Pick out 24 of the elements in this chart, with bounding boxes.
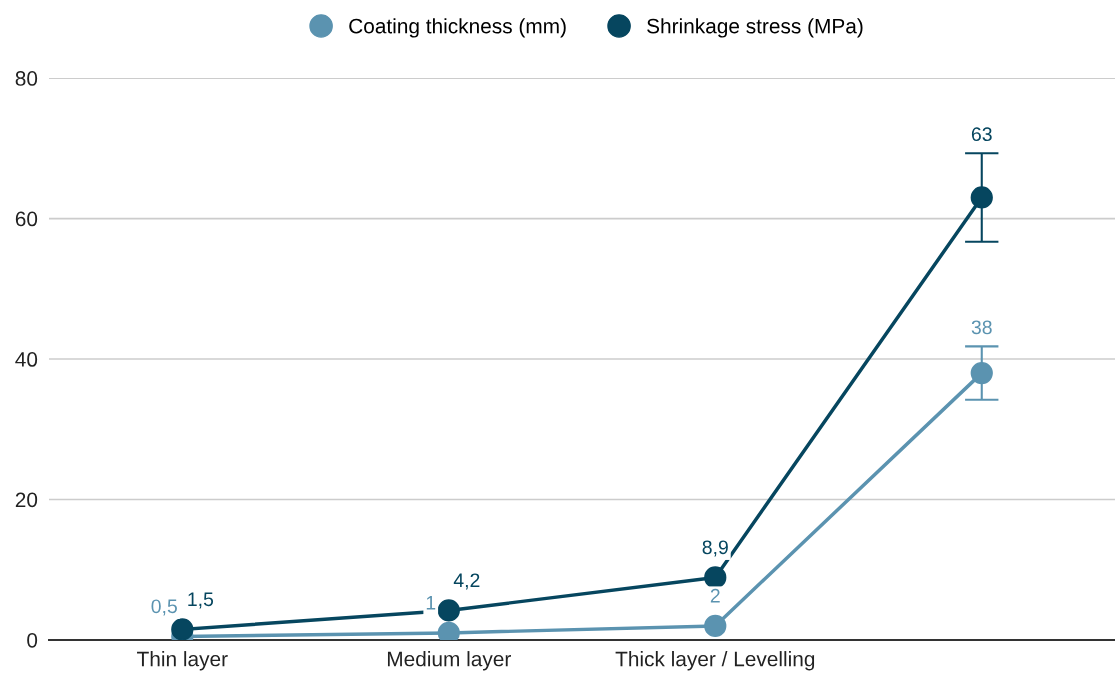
data-label: 63 — [971, 127, 992, 142]
data-label: 1,5 — [188, 592, 214, 609]
point — [704, 566, 727, 589]
data-label: 4,2 — [453, 573, 480, 590]
y-tick-label: 20 — [15, 492, 38, 508]
y-tick-label: 40 — [15, 352, 38, 367]
y-tick-label: 0 — [27, 632, 38, 648]
data-label: 38 — [971, 320, 992, 335]
x-tick-label: Thin layer — [137, 651, 228, 671]
data-label: 0,5 — [151, 599, 177, 616]
y-tick-label: 80 — [15, 71, 38, 86]
x-tick-label: Medium layer — [387, 651, 511, 671]
point — [970, 361, 993, 385]
point — [171, 618, 194, 640]
y-tick-label: 60 — [15, 211, 38, 227]
legend-label: Shrinkage stress (MPa) — [647, 18, 863, 38]
legend-label: Coating thickness (mm) — [349, 18, 566, 38]
point — [437, 599, 460, 622]
point — [704, 614, 727, 638]
data-label: 2 — [710, 588, 720, 603]
point — [970, 186, 993, 209]
data-label: 8,9 — [702, 540, 728, 557]
data-label: 1 — [426, 596, 436, 610]
x-tick-label: Thick layer / Levelling — [615, 651, 815, 671]
